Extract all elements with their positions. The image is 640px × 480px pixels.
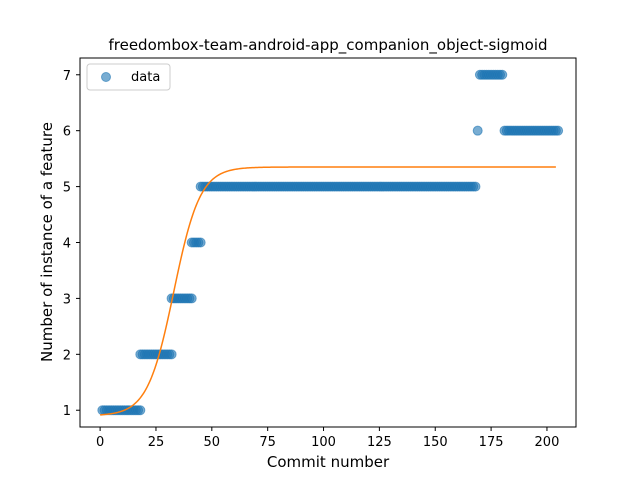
data-point [187, 294, 196, 303]
legend: data [87, 64, 170, 90]
data-point [554, 126, 563, 135]
x-tick-label: 25 [148, 435, 165, 450]
data-point [136, 406, 145, 415]
y-tick-label: 4 [63, 237, 71, 252]
y-tick-label: 1 [63, 404, 71, 419]
data-point [167, 350, 176, 359]
data-point [196, 238, 205, 247]
x-tick-label: 200 [535, 435, 560, 450]
y-tick-label: 2 [63, 348, 71, 363]
chart-title: freedombox-team-android-app_companion_ob… [108, 36, 547, 55]
legend-label-data: data [131, 70, 160, 85]
y-tick-label: 3 [63, 292, 71, 307]
x-axis-label: Commit number [267, 453, 390, 471]
x-tick-label: 0 [96, 435, 104, 450]
y-tick-label: 7 [63, 69, 71, 84]
x-tick-label: 75 [259, 435, 276, 450]
x-tick-label: 50 [204, 435, 221, 450]
data-point [471, 182, 480, 191]
y-tick-label: 6 [63, 125, 71, 140]
y-tick-label: 5 [63, 181, 71, 196]
x-tick-label: 100 [311, 435, 336, 450]
x-tick-label: 150 [423, 435, 448, 450]
x-tick-label: 125 [367, 435, 392, 450]
data-point [473, 126, 482, 135]
x-tick-label: 175 [479, 435, 504, 450]
data-point [498, 70, 507, 79]
y-axis-label: Number of instance of a feature [38, 122, 56, 362]
legend-marker [102, 73, 111, 82]
